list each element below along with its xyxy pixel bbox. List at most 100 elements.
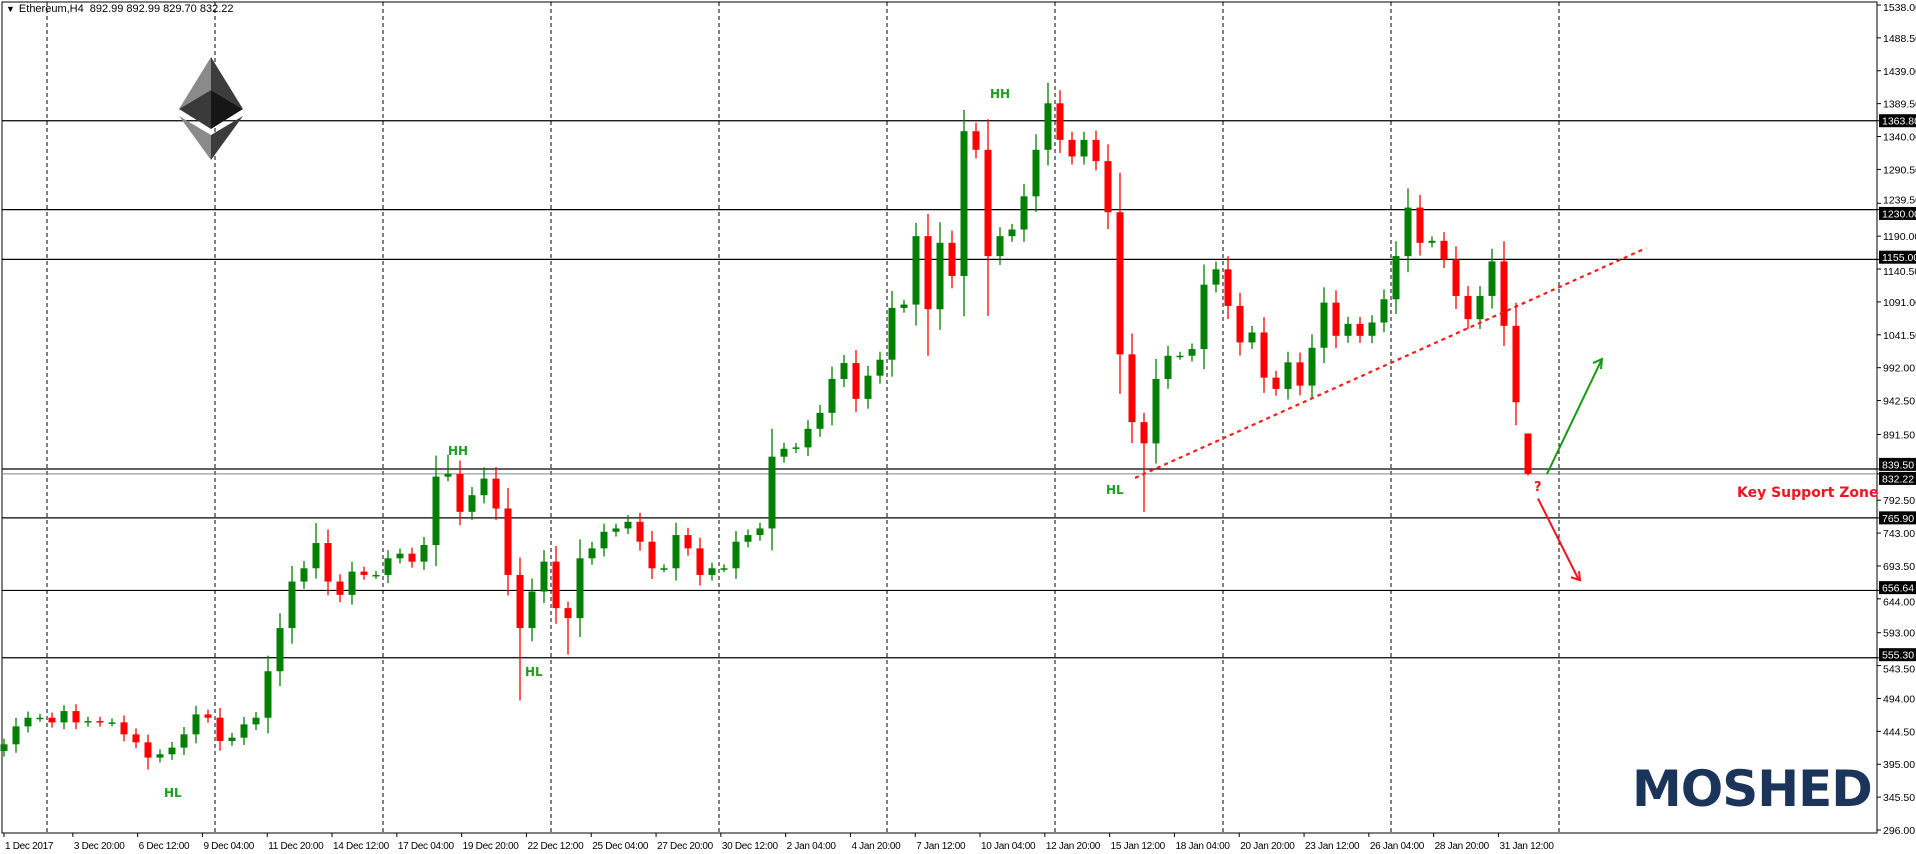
price-level-tag-label: 656.64: [1882, 583, 1914, 595]
candle-bear: [648, 541, 656, 569]
candle-bull: [1428, 240, 1436, 243]
candle-bull: [996, 236, 1004, 257]
candle-bull: [792, 447, 800, 449]
candle-bull: [672, 535, 680, 569]
candle-bull: [468, 495, 476, 512]
candle-bear: [336, 581, 344, 595]
y-tick-label: 1488.50: [1883, 33, 1916, 45]
candle-bear: [324, 543, 332, 582]
candle-bull: [480, 478, 488, 496]
x-tick-label: 20 Jan 20:00: [1240, 841, 1295, 852]
candle-bull: [660, 568, 668, 570]
x-tick-label: 26 Jan 04:00: [1370, 841, 1425, 852]
chart-title: ▼ Ethereum,H4 892.99 892.99 829.70 832.22: [6, 3, 233, 15]
green-up-arrow[interactable]: [1546, 360, 1602, 475]
hl-label-dec22: HL: [525, 665, 543, 679]
y-tick-label: 543.50: [1883, 664, 1915, 676]
candle-bear: [852, 363, 860, 399]
trendline-dotted[interactable]: [1134, 247, 1647, 479]
candle-bull: [108, 722, 116, 724]
candle-bull: [420, 545, 428, 562]
candle-bear: [1104, 161, 1112, 213]
candle-bull: [264, 671, 272, 718]
candle-bear: [1272, 377, 1280, 389]
candle-bear: [1260, 332, 1268, 378]
red-down-arrow[interactable]: [1537, 498, 1580, 581]
candle-bull: [1392, 256, 1400, 300]
candle-bull: [276, 628, 284, 672]
candle-bull: [1164, 355, 1172, 379]
candle-bear: [1140, 422, 1148, 444]
price-level-tag: [1879, 206, 1916, 220]
candle-bull: [84, 721, 92, 723]
y-tick-label: 1538.00: [1883, 2, 1916, 14]
x-tick-label: 17 Dec 04:00: [398, 841, 455, 852]
candle-bull: [312, 543, 320, 569]
candle-bull: [180, 734, 188, 748]
price-level-tag: [1879, 250, 1916, 264]
hh-label-jan: HH: [990, 87, 1011, 101]
candle-bear: [552, 561, 560, 609]
candle-bull: [1344, 323, 1352, 336]
x-tick-label: 7 Jan 12:00: [916, 841, 966, 852]
hl-label-jan17: HL: [1106, 483, 1124, 497]
candle-bull: [1020, 196, 1028, 230]
candle-bull: [744, 535, 752, 542]
green-arrow-head-icon: [1592, 357, 1604, 370]
candle-bull: [816, 412, 824, 429]
candle-bull: [900, 304, 908, 308]
candle-bear: [216, 717, 224, 741]
candle-bear: [1440, 240, 1448, 260]
candle-bull: [156, 754, 164, 758]
y-tick-label: 1290.50: [1883, 164, 1916, 176]
candle-bull: [24, 717, 32, 727]
y-tick-label: 1140.50: [1883, 266, 1916, 278]
y-tick-label: 444.50: [1883, 726, 1915, 738]
candle-bull: [600, 531, 608, 549]
price-level-tag: [1879, 114, 1916, 128]
candle-bull: [1080, 139, 1088, 157]
price-level-tag-label: 765.90: [1882, 513, 1914, 525]
y-tick-label: 1439.00: [1883, 66, 1916, 78]
y-tick-label: 891.50: [1883, 429, 1915, 441]
x-tick-label: 12 Jan 20:00: [1046, 841, 1101, 852]
candle-bull: [624, 521, 632, 529]
candle-bull: [252, 717, 260, 725]
candle-bear: [1416, 207, 1424, 243]
x-tick-label: 23 Jan 12:00: [1305, 841, 1360, 852]
y-tick-label: 693.50: [1883, 561, 1915, 573]
candle-bull: [12, 726, 20, 745]
candle-bear: [1524, 433, 1532, 474]
y-tick-label: 395.00: [1883, 759, 1915, 771]
y-tick-label: 494.00: [1883, 693, 1915, 705]
candle-bear: [1056, 103, 1064, 140]
candle-bear: [408, 553, 416, 562]
candle-bear: [1500, 261, 1508, 326]
candle-bull: [372, 574, 380, 577]
candle-bull: [396, 553, 404, 559]
candle-bull: [36, 717, 44, 720]
candle-bull: [576, 558, 584, 619]
candle-bull: [828, 378, 836, 413]
x-tick-label: 4 Jan 20:00: [851, 841, 901, 852]
candle-bear: [972, 131, 980, 150]
y-tick-label: 992.00: [1883, 363, 1915, 375]
chart-frame: [1, 1, 1878, 834]
x-tick-label: 1 Dec 2017: [5, 841, 54, 852]
candle-bull: [708, 568, 716, 575]
candle-bear: [144, 742, 152, 758]
x-tick-label: 25 Dec 04:00: [592, 841, 649, 852]
price-level-tag-label: 555.30: [1882, 650, 1914, 662]
collapse-triangle-icon[interactable]: ▼: [6, 4, 15, 14]
y-tick-label: 743.00: [1883, 528, 1915, 540]
candle-bull: [1200, 284, 1208, 350]
candle-bull: [1152, 378, 1160, 444]
y-tick-label: 942.50: [1883, 396, 1915, 408]
candle-bull: [1320, 302, 1328, 348]
y-tick-label: 1239.50: [1883, 194, 1916, 206]
x-tick-label: 22 Dec 12:00: [527, 841, 584, 852]
price-level-tag: [1879, 581, 1916, 595]
candle-bull: [732, 541, 740, 569]
candle-bear: [564, 608, 572, 619]
